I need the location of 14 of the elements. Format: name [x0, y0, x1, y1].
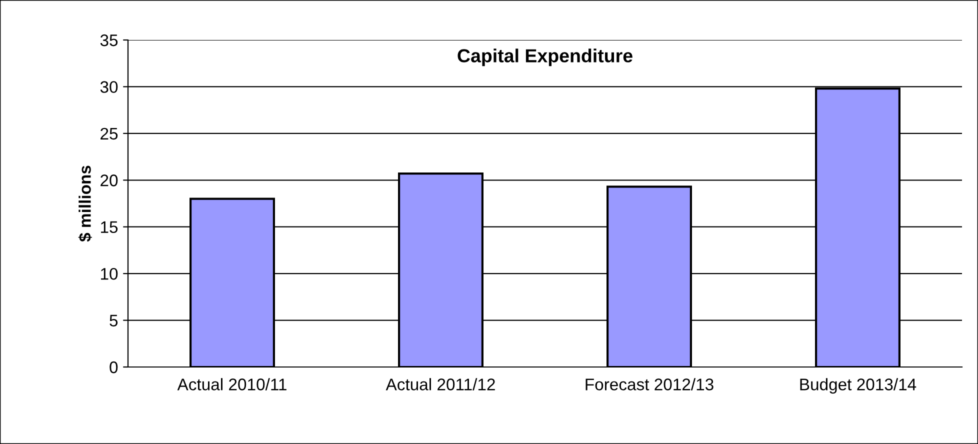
x-tick-label: Actual 2011/12	[386, 378, 495, 390]
y-tick-label: 35	[100, 34, 118, 46]
y-tick-label: 10	[101, 268, 118, 280]
y-tick-label: 5	[110, 314, 118, 326]
y-tick-label: 15	[101, 221, 118, 234]
chart-title: Capital Expenditure	[458, 48, 632, 66]
x-tick-label: Actual 2010/11	[177, 378, 286, 390]
y-tick-label: 25	[100, 128, 118, 140]
y-tick-label: 0	[110, 361, 118, 374]
y-tick-label: 20	[100, 174, 118, 186]
x-tick-label: Forecast 2012/13	[586, 378, 714, 390]
x-tick-label: Budget 2013/14	[800, 378, 916, 394]
y-axis-title: $ millions	[78, 166, 92, 242]
y-tick-label: 30	[100, 81, 118, 93]
